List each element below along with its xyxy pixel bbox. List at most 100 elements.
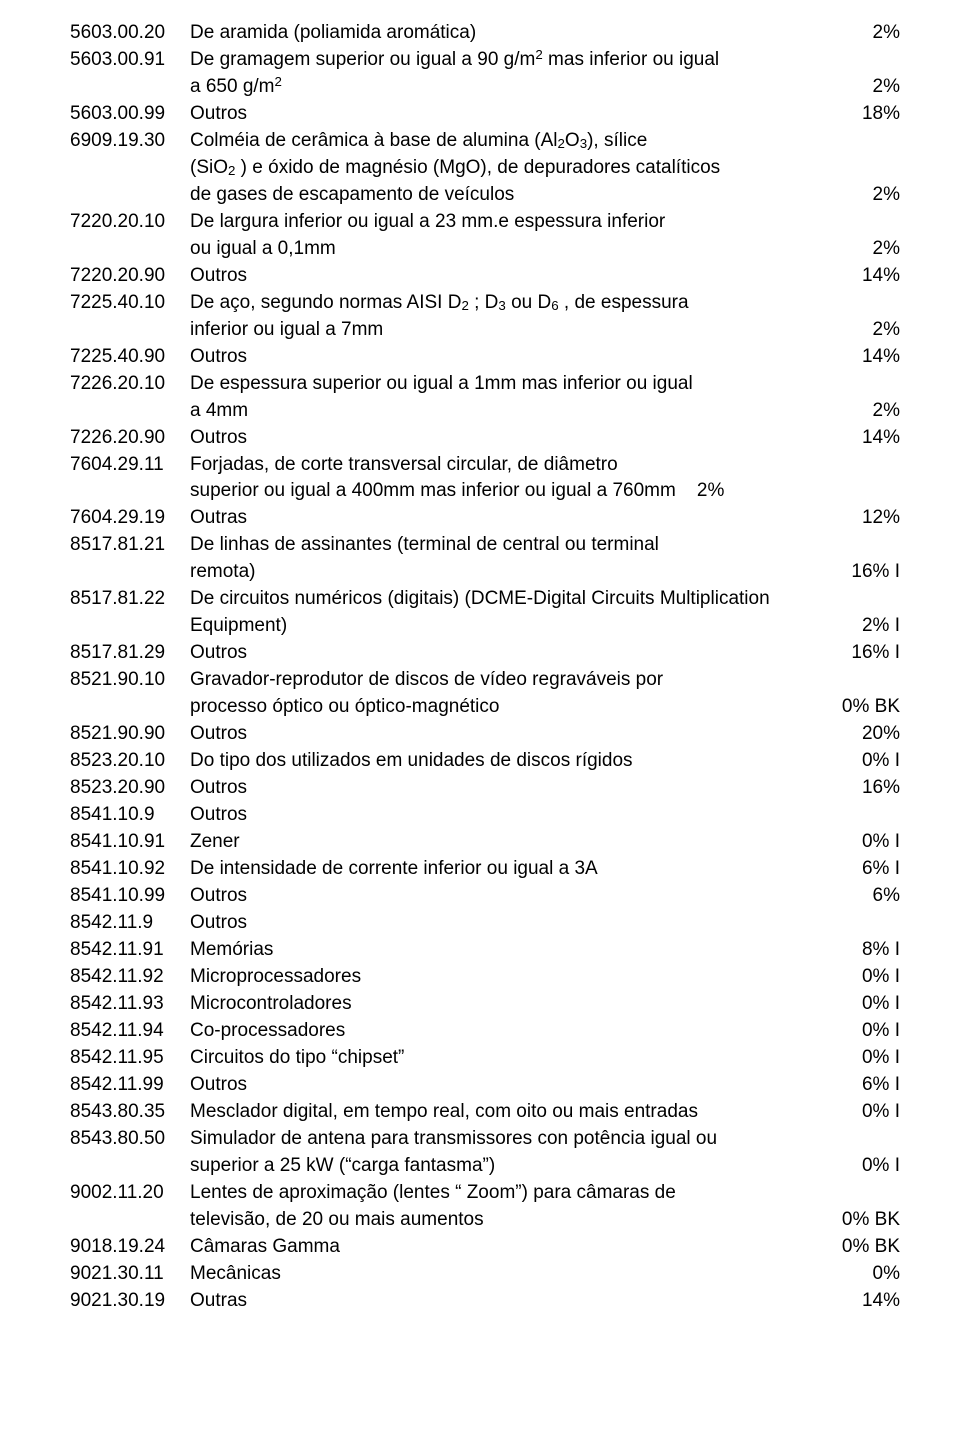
tariff-code: 8541.10.91 (70, 829, 190, 856)
tariff-description: Outros (190, 344, 830, 371)
tariff-description: de gases de escapamento de veículos (190, 182, 830, 209)
tariff-description: (SiO2 ) e óxido de magnésio (MgO), de de… (190, 155, 900, 182)
tariff-description: De aramida (poliamida aromática) (190, 20, 830, 47)
tariff-description: televisão, de 20 ou mais aumentos (190, 1207, 830, 1234)
tariff-code: 7604.29.11 (70, 452, 190, 479)
tariff-code: 7225.40.90 (70, 344, 190, 371)
tariff-value: 16% (830, 775, 900, 802)
tariff-code: 5603.00.20 (70, 20, 190, 47)
tariff-value: 0% I (830, 964, 900, 991)
tariff-row: 9021.30.11Mecânicas0% (70, 1261, 900, 1288)
tariff-code: 8543.80.35 (70, 1099, 190, 1126)
tariff-row: processo óptico ou óptico-magnético0% BK (70, 694, 900, 721)
tariff-row: 9018.19.24Câmaras Gamma0% BK (70, 1234, 900, 1261)
tariff-row: de gases de escapamento de veículos2% (70, 182, 900, 209)
tariff-code: 8542.11.95 (70, 1045, 190, 1072)
tariff-value: 8% I (830, 937, 900, 964)
tariff-code-list: 5603.00.20De aramida (poliamida aromátic… (70, 20, 900, 1315)
tariff-description: De gramagem superior ou igual a 90 g/m2 … (190, 47, 900, 74)
tariff-code: 8541.10.9 (70, 802, 190, 829)
tariff-description: Mesclador digital, em tempo real, com oi… (190, 1099, 830, 1126)
tariff-code: 5603.00.91 (70, 47, 190, 74)
tariff-code: 8542.11.9 (70, 910, 190, 937)
tariff-code: 8517.81.29 (70, 640, 190, 667)
tariff-row: 8541.10.91Zener0% I (70, 829, 900, 856)
tariff-value: 2% (830, 74, 900, 101)
tariff-code: 7220.20.90 (70, 263, 190, 290)
tariff-description: Co-processadores (190, 1018, 830, 1045)
tariff-code: 8517.81.21 (70, 532, 190, 559)
tariff-description: superior a 25 kW (“carga fantasma”) (190, 1153, 830, 1180)
tariff-description: Simulador de antena para transmissores c… (190, 1126, 900, 1153)
tariff-description: a 650 g/m2 (190, 74, 830, 101)
tariff-description: Equipment) (190, 613, 830, 640)
tariff-value: 12% (830, 505, 900, 532)
tariff-row: 7604.29.19Outras12% (70, 505, 900, 532)
tariff-code: 8521.90.10 (70, 667, 190, 694)
tariff-value: 6% (830, 883, 900, 910)
tariff-description: Memórias (190, 937, 830, 964)
tariff-description: Outros (190, 1072, 830, 1099)
tariff-code: 8542.11.93 (70, 991, 190, 1018)
tariff-row: 7604.29.11Forjadas, de corte transversal… (70, 452, 900, 479)
tariff-value: 16% I (830, 559, 900, 586)
tariff-code: 8542.11.94 (70, 1018, 190, 1045)
tariff-row: 8542.11.93Microcontroladores0% I (70, 991, 900, 1018)
tariff-code: 7225.40.10 (70, 290, 190, 317)
tariff-row: 8523.20.90Outros16% (70, 775, 900, 802)
tariff-description: De espessura superior ou igual a 1mm mas… (190, 371, 900, 398)
tariff-description: Outros (190, 101, 830, 128)
tariff-value: 18% (830, 101, 900, 128)
tariff-value: 0% (830, 1261, 900, 1288)
tariff-value: 2% (830, 182, 900, 209)
tariff-description: Outros (190, 802, 900, 829)
tariff-row: 7220.20.10De largura inferior ou igual a… (70, 209, 900, 236)
tariff-description: superior ou igual a 400mm mas inferior o… (190, 478, 900, 505)
tariff-row: remota)16% I (70, 559, 900, 586)
tariff-value: 0% I (830, 1018, 900, 1045)
tariff-value: 14% (830, 344, 900, 371)
tariff-value: 0% BK (830, 1207, 900, 1234)
tariff-description: Circuitos do tipo “chipset” (190, 1045, 830, 1072)
tariff-row: televisão, de 20 ou mais aumentos0% BK (70, 1207, 900, 1234)
tariff-row: superior ou igual a 400mm mas inferior o… (70, 478, 900, 505)
tariff-row: 7226.20.10De espessura superior ou igual… (70, 371, 900, 398)
tariff-value: 0% I (830, 829, 900, 856)
tariff-row: 5603.00.99Outros18% (70, 101, 900, 128)
tariff-row: 8542.11.91Memórias8% I (70, 937, 900, 964)
tariff-code: 8542.11.92 (70, 964, 190, 991)
tariff-row: 7225.40.10De aço, segundo normas AISI D2… (70, 290, 900, 317)
tariff-row: 8542.11.9Outros (70, 910, 900, 937)
tariff-description: Câmaras Gamma (190, 1234, 830, 1261)
tariff-code: 8541.10.92 (70, 856, 190, 883)
tariff-description: ou igual a 0,1mm (190, 236, 830, 263)
tariff-code: 7226.20.90 (70, 425, 190, 452)
tariff-value: 14% (830, 263, 900, 290)
tariff-row: 7225.40.90Outros14% (70, 344, 900, 371)
tariff-code: 7226.20.10 (70, 371, 190, 398)
tariff-value: 0% I (830, 1153, 900, 1180)
tariff-description: De aço, segundo normas AISI D2 ; D3 ou D… (190, 290, 900, 317)
tariff-code: 8542.11.91 (70, 937, 190, 964)
tariff-code: 8523.20.10 (70, 748, 190, 775)
tariff-row: 8542.11.99Outros6% I (70, 1072, 900, 1099)
tariff-description: Microprocessadores (190, 964, 830, 991)
tariff-code: 9018.19.24 (70, 1234, 190, 1261)
tariff-description: Outros (190, 775, 830, 802)
tariff-row: 8517.81.22De circuitos numéricos (digita… (70, 586, 900, 613)
tariff-value: 6% I (830, 1072, 900, 1099)
tariff-value: 0% BK (830, 694, 900, 721)
tariff-description: Outros (190, 263, 830, 290)
tariff-value: 14% (830, 1288, 900, 1315)
tariff-code: 8542.11.99 (70, 1072, 190, 1099)
tariff-row: a 650 g/m22% (70, 74, 900, 101)
tariff-description: Colméia de cerâmica à base de alumina (A… (190, 128, 900, 155)
tariff-code: 9002.11.20 (70, 1180, 190, 1207)
tariff-code: 8523.20.90 (70, 775, 190, 802)
tariff-description: Do tipo dos utilizados em unidades de di… (190, 748, 830, 775)
tariff-row: 9002.11.20Lentes de aproximação (lentes … (70, 1180, 900, 1207)
tariff-description: Outras (190, 1288, 830, 1315)
tariff-description: Zener (190, 829, 830, 856)
tariff-description: De intensidade de corrente inferior ou i… (190, 856, 830, 883)
tariff-description: inferior ou igual a 7mm (190, 317, 830, 344)
